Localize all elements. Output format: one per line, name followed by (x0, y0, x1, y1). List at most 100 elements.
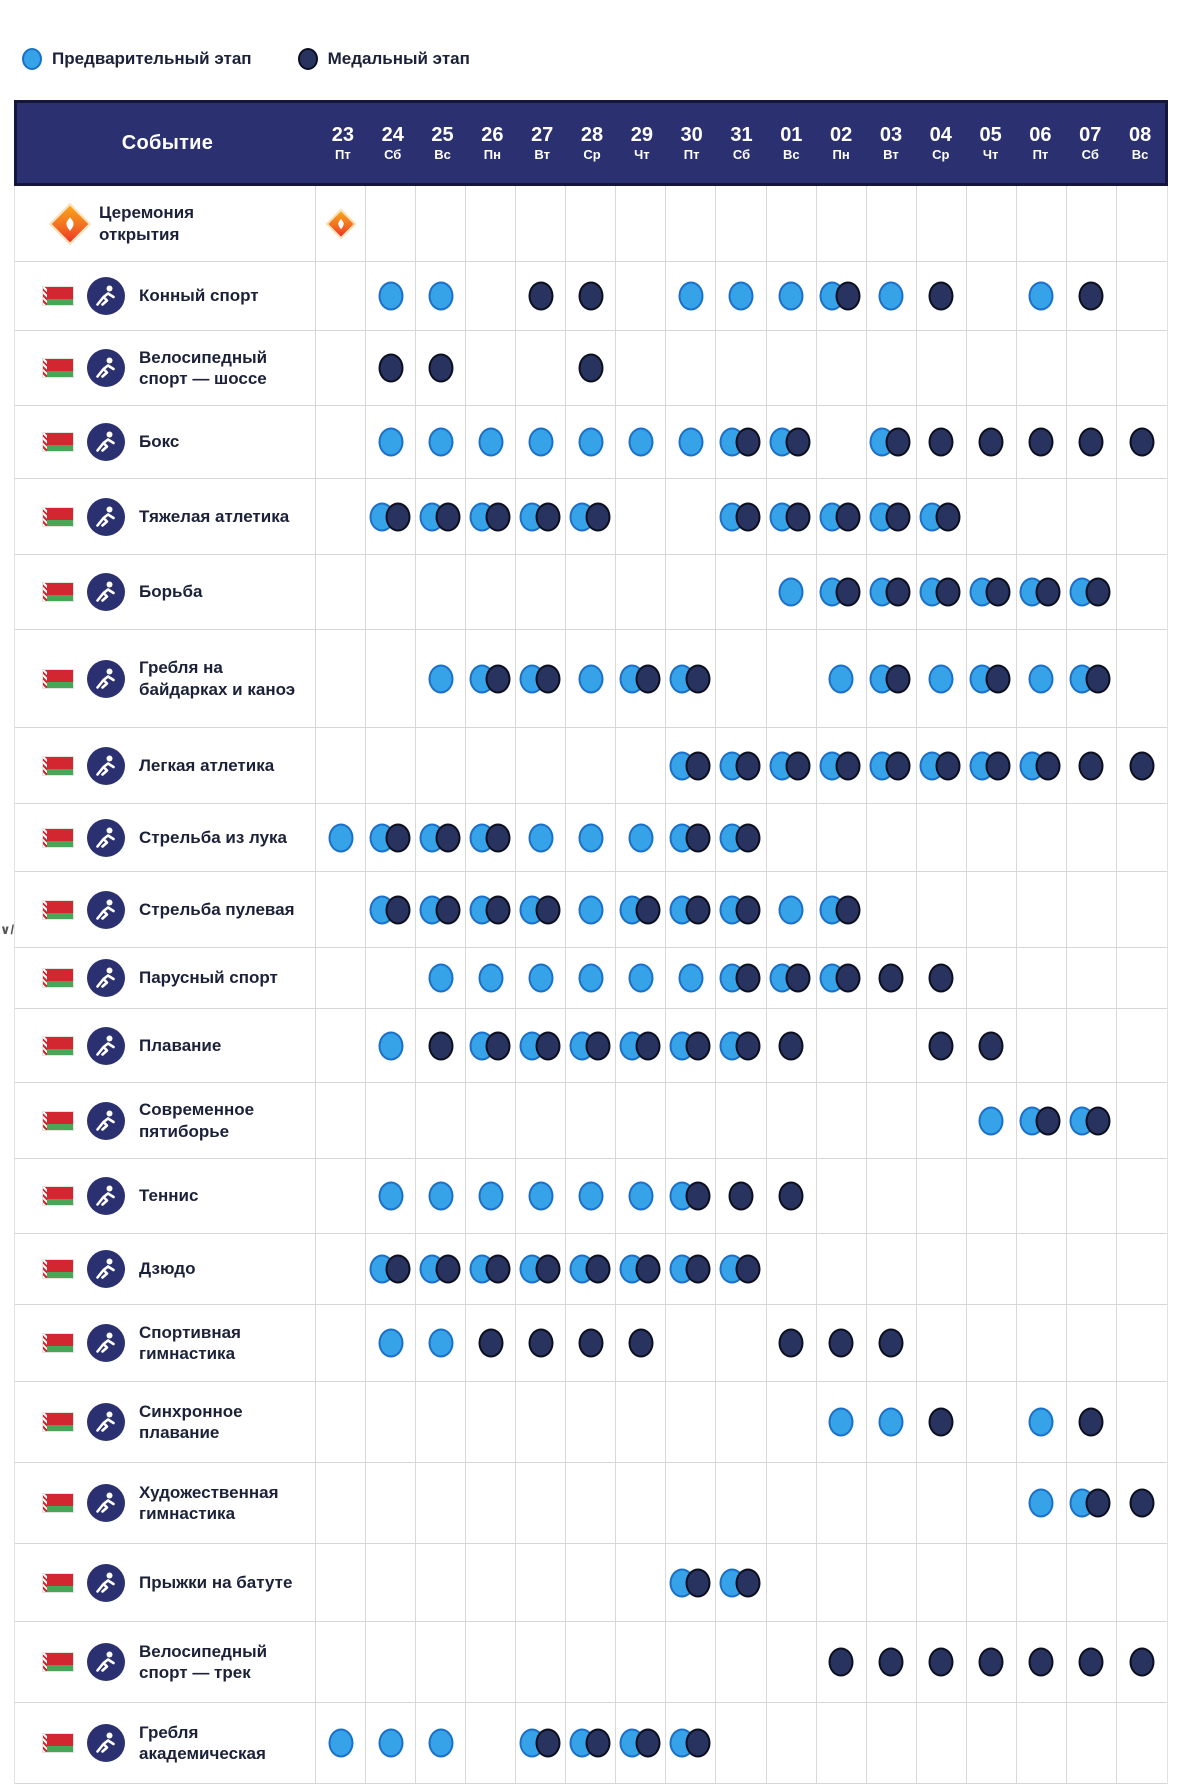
schedule-cell (1117, 872, 1167, 947)
schedule-cell (716, 406, 767, 478)
table-row: Парусный спорт (15, 948, 1167, 1009)
schedule-cell (416, 804, 467, 871)
schedule-cell (616, 1083, 667, 1158)
preliminary-stage-dot-icon (478, 1181, 504, 1211)
schedule-cell (316, 186, 367, 261)
schedule-cell (817, 804, 867, 871)
preliminary-stage-dot-icon (878, 281, 904, 311)
schedule-cell (666, 728, 717, 803)
schedule-cell (316, 1083, 367, 1158)
schedule-cell (817, 1234, 867, 1304)
day-weekday: Сб (1081, 147, 1099, 162)
belarus-flag-icon (43, 756, 73, 775)
schedule-cell (566, 331, 617, 405)
schedule-cell (917, 1305, 967, 1381)
day-column-header: 30 Пт (667, 125, 717, 161)
schedule-cell (967, 1463, 1017, 1543)
schedule-cell (1017, 1083, 1067, 1158)
table-row: Велосипедный спорт — шоссе (15, 331, 1167, 406)
schedule-cell (566, 948, 617, 1008)
schedule-cell (666, 1083, 717, 1158)
schedule-cell (566, 406, 617, 478)
medal-stage-dot-icon (485, 1031, 511, 1060)
schedule-cell (867, 804, 917, 871)
event-label-cell: Современное пятиборье (15, 1083, 316, 1158)
medal-stage-dot-icon (878, 1647, 904, 1677)
belarus-flag-icon (43, 1573, 73, 1592)
schedule-cell (867, 406, 917, 478)
schedule-cell (1017, 1382, 1067, 1462)
schedule-cell (466, 1463, 517, 1543)
preliminary-stage-dot-icon (1028, 281, 1054, 311)
schedule-cell (416, 630, 467, 727)
schedule-cell (316, 1463, 367, 1543)
schedule-cell (1067, 728, 1117, 803)
schedule-cell (917, 1703, 967, 1783)
schedule-cell (416, 1703, 467, 1783)
medal-stage-dot-icon (435, 895, 461, 924)
wrestling-icon (87, 573, 125, 611)
medal-stage-dot-icon (1085, 664, 1111, 693)
schedule-cell (767, 479, 817, 554)
schedule-cell (666, 1305, 717, 1381)
medal-stage-dot-icon (978, 1031, 1004, 1060)
schedule-cell (366, 479, 417, 554)
edge-artifact: ∨/ (0, 922, 15, 937)
belarus-flag-icon (43, 969, 73, 987)
schedule-cell (867, 479, 917, 554)
schedule-cell (316, 1234, 367, 1304)
schedule-cell (616, 262, 667, 330)
day-weekday: Сб (384, 147, 402, 162)
schedule-cell (616, 1009, 667, 1082)
preliminary-stage-dot-icon (428, 281, 454, 311)
preliminary-stage-dot-icon (828, 1407, 854, 1437)
schedule-cell (917, 804, 967, 871)
medal-stage-dot-icon (1035, 1106, 1061, 1135)
preliminary-stage-dot-icon (478, 427, 504, 457)
day-column-header: 06 Пт (1016, 125, 1066, 161)
schedule-cell (516, 1305, 567, 1381)
belarus-flag-icon (43, 1111, 73, 1130)
day-column-header: 26 Пн (467, 125, 517, 161)
day-weekday: Вс (434, 147, 451, 162)
schedule-cell (366, 1382, 417, 1462)
medal-stage-dot-icon (928, 1407, 954, 1437)
schedule-cell (616, 1463, 667, 1543)
preliminary-stage-dot-icon (328, 1728, 354, 1758)
schedule-cell (867, 1083, 917, 1158)
schedule-cell (867, 331, 917, 405)
medal-stage-dot-icon (1129, 1488, 1155, 1518)
canoe-sprint-icon (87, 659, 125, 698)
schedule-cell (817, 331, 867, 405)
schedule-cell (716, 1382, 767, 1462)
schedule-cell (817, 1703, 867, 1783)
athletics-icon (87, 746, 125, 785)
table-row: Теннис (15, 1159, 1167, 1234)
schedule-cell (316, 948, 367, 1008)
medal-stage-dot-icon (828, 1328, 854, 1358)
schedule-cell (817, 630, 867, 727)
medal-stage-dot-icon (835, 895, 861, 924)
schedule-cell (1067, 262, 1117, 330)
medal-stage-dot-icon (485, 1254, 511, 1284)
event-label-cell: Стрельба из лука (15, 804, 316, 871)
day-date: 01 (780, 124, 803, 146)
medal-stage-dot-icon (928, 281, 954, 311)
schedule-cell (917, 1009, 967, 1082)
schedule-cell (666, 1382, 717, 1462)
schedule-cell (466, 1009, 517, 1082)
schedule-cell (767, 1544, 817, 1621)
schedule-cell (466, 331, 517, 405)
schedule-cell (1067, 1159, 1117, 1233)
schedule-cell (1117, 555, 1167, 629)
shooting-icon (87, 890, 125, 929)
belarus-flag-icon (43, 1260, 73, 1278)
schedule-cell (767, 630, 817, 727)
schedule-cell (716, 1159, 767, 1233)
schedule-cell (967, 728, 1017, 803)
schedule-cell (817, 1009, 867, 1082)
schedule-cell (767, 1159, 817, 1233)
schedule-cell (1017, 1305, 1067, 1381)
schedule-cell (366, 331, 417, 405)
